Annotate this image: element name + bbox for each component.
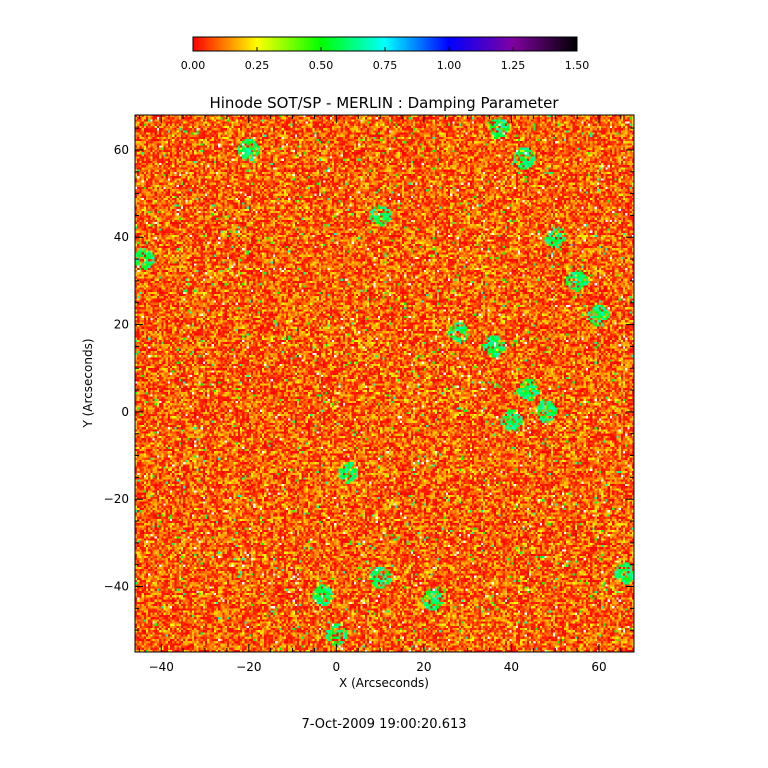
colorbar-tick-label: 1.25 bbox=[501, 59, 526, 72]
colorbar: 0.00 0.25 0.50 0.75 1.00 1.25 1.50 bbox=[181, 36, 590, 72]
date-label: 7-Oct-2009 19:00:20.613 bbox=[301, 717, 466, 732]
y-tick-label: 40 bbox=[114, 230, 129, 244]
colorbar-tick-label: 0.25 bbox=[245, 59, 270, 72]
y-tick-label: 0 bbox=[121, 405, 129, 419]
y-tick-label: −20 bbox=[104, 492, 129, 506]
y-axis: −40 −20 0 20 40 60 bbox=[104, 127, 634, 653]
y-tick-label: 60 bbox=[114, 143, 129, 157]
colorbar-tick-label: 0.75 bbox=[373, 59, 398, 72]
colorbar-ticks bbox=[192, 47, 578, 51]
x-tick-label: 60 bbox=[591, 660, 606, 674]
x-axis: −40 −20 0 20 40 60 bbox=[138, 115, 622, 674]
colorbar-tick-label: 0.50 bbox=[309, 59, 334, 72]
x-tick-label: 0 bbox=[333, 660, 341, 674]
x-tick-label: −40 bbox=[149, 660, 174, 674]
colorbar-tick-labels: 0.00 0.25 0.50 0.75 1.00 1.25 1.50 bbox=[181, 59, 590, 72]
x-tick-label: 40 bbox=[504, 660, 519, 674]
y-axis-label: Y (Arcseconds) bbox=[81, 338, 95, 428]
x-tick-label: −20 bbox=[236, 660, 261, 674]
plot-area: −40 −20 0 20 40 60 −40 −20 0 20 40 60 bbox=[104, 114, 635, 674]
x-tick-label: 20 bbox=[416, 660, 431, 674]
colorbar-tick-label: 1.50 bbox=[565, 59, 590, 72]
heatmap-image bbox=[135, 115, 634, 652]
plot-frame bbox=[134, 114, 635, 653]
colorbar-tick-label: 1.00 bbox=[437, 59, 462, 72]
colorbar-tick-label: 0.00 bbox=[181, 59, 206, 72]
chart-title: Hinode SOT/SP - MERLIN : Damping Paramet… bbox=[209, 94, 559, 112]
y-tick-label: 20 bbox=[114, 318, 129, 332]
x-axis-label: X (Arcseconds) bbox=[339, 676, 429, 690]
y-tick-label: −40 bbox=[104, 580, 129, 594]
